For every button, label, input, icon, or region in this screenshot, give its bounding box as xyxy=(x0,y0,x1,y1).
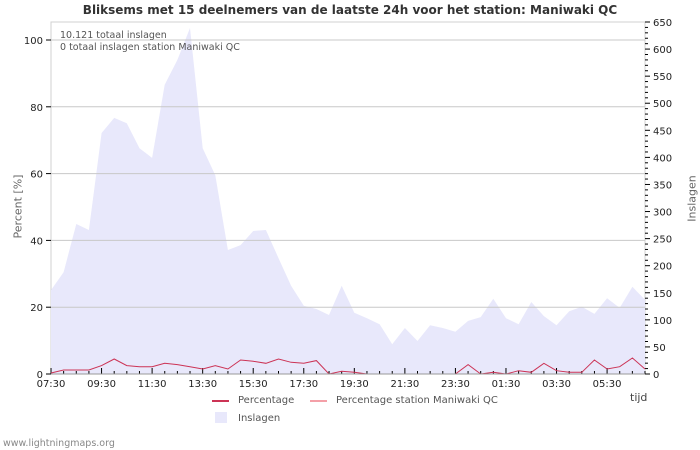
legend-percentage-label: Percentage xyxy=(238,395,295,406)
left-axis-label: Percent [%] xyxy=(11,174,25,239)
x-tick-label: 13:30 xyxy=(188,379,217,390)
x-tick-label: 07:30 xyxy=(37,379,66,390)
right-tick-label: 500 xyxy=(653,99,672,110)
right-tick-label: 0 xyxy=(653,370,659,381)
footer-source: www.lightningmaps.org xyxy=(3,438,115,449)
right-tick-label: 550 xyxy=(653,72,672,83)
left-tick-label: 80 xyxy=(30,103,43,114)
right-tick-label: 150 xyxy=(653,289,672,300)
right-tick-label: 100 xyxy=(653,316,672,327)
right-tick-label: 350 xyxy=(653,180,672,191)
legend-station-label: Percentage station Maniwaki QC xyxy=(336,395,498,406)
x-tick-label: 17:30 xyxy=(289,379,318,390)
x-tick-label: 19:30 xyxy=(340,379,369,390)
left-tick-label: 40 xyxy=(30,236,43,247)
station-strikes-text: 0 totaal inslagen station Maniwaki QC xyxy=(60,42,240,53)
right-tick-label: 200 xyxy=(653,262,672,273)
left-tick-label: 60 xyxy=(30,170,43,181)
right-tick-label: 600 xyxy=(653,45,672,56)
left-tick-label: 0 xyxy=(37,370,43,381)
legend-inslagen-swatch xyxy=(215,412,227,423)
x-tick-label: 03:30 xyxy=(542,379,571,390)
chart-title: Bliksems met 15 deelnemers van de laatst… xyxy=(82,3,618,17)
x-tick-label: 23:30 xyxy=(441,379,470,390)
right-tick-label: 50 xyxy=(653,343,666,354)
x-tick-label: 15:30 xyxy=(239,379,268,390)
x-tick-label: 05:30 xyxy=(593,379,622,390)
legend-station-swatch xyxy=(310,400,327,402)
right-tick-label: 450 xyxy=(653,126,672,137)
right-tick-label: 250 xyxy=(653,235,672,246)
legend-percentage-swatch xyxy=(212,400,229,402)
right-tick-label: 300 xyxy=(653,208,672,219)
percentage-line xyxy=(50,357,646,375)
x-tick-label: 01:30 xyxy=(492,379,521,390)
inslagen-area xyxy=(51,28,645,374)
legend-inslagen-label: Inslagen xyxy=(238,413,281,424)
x-tick-label: 21:30 xyxy=(390,379,419,390)
left-tick-label: 20 xyxy=(30,303,43,314)
x-axis-label: tijd xyxy=(630,391,648,404)
right-tick-label: 400 xyxy=(653,153,672,164)
right-axis-label: Inslagen xyxy=(685,175,699,222)
x-tick-label: 11:30 xyxy=(138,379,167,390)
left-tick-label: 100 xyxy=(24,36,43,47)
total-strikes-text: 10.121 totaal inslagen xyxy=(60,30,167,41)
right-tick-label: 650 xyxy=(653,18,672,29)
x-tick-label: 09:30 xyxy=(87,379,116,390)
